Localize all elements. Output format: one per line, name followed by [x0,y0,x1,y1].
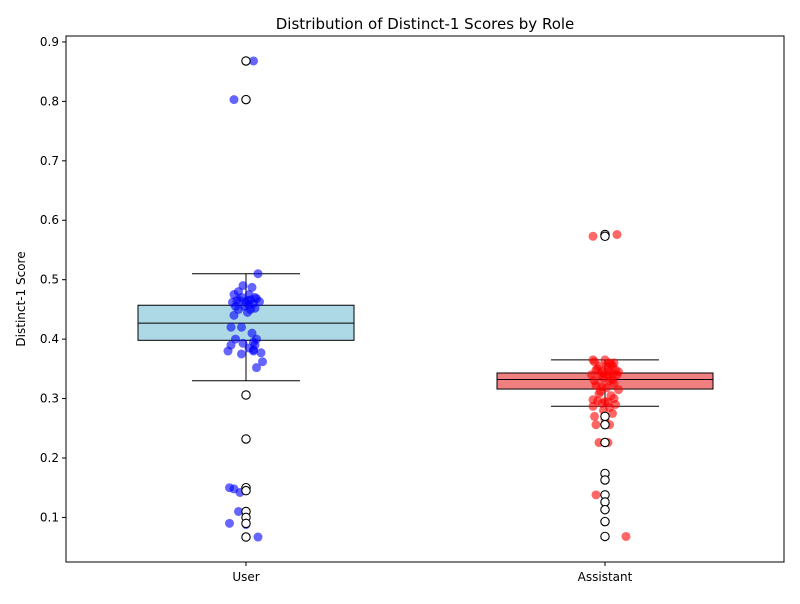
outlier-marker [241,518,251,529]
data-point [223,346,233,356]
outlier-marker [600,497,610,507]
data-point [612,230,622,240]
data-point [237,349,246,359]
data-point [238,338,248,348]
data-point [229,290,239,300]
data-point [237,322,246,332]
data-point [234,506,243,516]
y-tick-label: 0.6 [40,213,59,227]
outlier-marker [600,516,610,527]
data-point [594,389,604,399]
y-tick-label: 0.4 [40,332,59,346]
y-axis-label: Distinct-1 Score [14,251,28,346]
outlier-marker [241,94,251,105]
x-tick-label: Assistant [578,570,633,584]
outlier-marker [241,56,251,66]
data-point [588,401,598,411]
y-tick-label: 0.3 [40,392,59,406]
outlier-marker [600,531,610,542]
outlier-marker [241,434,251,444]
outlier-marker [600,231,610,242]
x-tick-label: User [232,570,259,584]
outlier-marker [600,411,610,422]
data-point [608,408,617,418]
data-point [247,282,257,292]
data-point [253,269,263,279]
data-point [243,307,252,317]
outlier-marker [600,475,610,485]
plot-area: 0.1 0.2 0.3 0.4 0.5 0.6 0.7 0.8 0.9 User Assistant [40,35,714,584]
y-tick-label: 0.7 [40,154,59,168]
data-point [258,357,267,367]
data-point [614,385,623,395]
data-point [252,363,261,373]
data-point [226,322,236,332]
data-point [253,532,263,542]
data-point [249,56,258,66]
data-point [225,518,234,528]
data-point [256,348,266,358]
outlier-marker [241,485,251,496]
data-point [591,490,601,500]
outlier-marker [600,437,610,448]
data-point [229,310,239,320]
data-point [591,420,601,430]
y-tick-label: 0.1 [40,510,59,524]
y-tick-label: 0.5 [40,273,59,287]
data-point [249,346,258,356]
chart-title: Distribution of Distinct-1 Scores by Rol… [276,15,575,33]
data-point [597,398,607,408]
data-point [621,531,631,541]
data-point [588,231,598,241]
y-tick-label: 0.2 [40,451,59,465]
outlier-marker [241,390,251,400]
y-tick-label: 0.8 [40,94,59,108]
outlier-marker [600,504,610,515]
outlier-marker [241,532,251,542]
outlier-marker [600,419,610,430]
y-tick-label: 0.9 [40,35,59,49]
data-point [229,484,239,494]
data-point [590,411,599,421]
data-point [229,95,239,105]
plot-frame [65,35,785,563]
